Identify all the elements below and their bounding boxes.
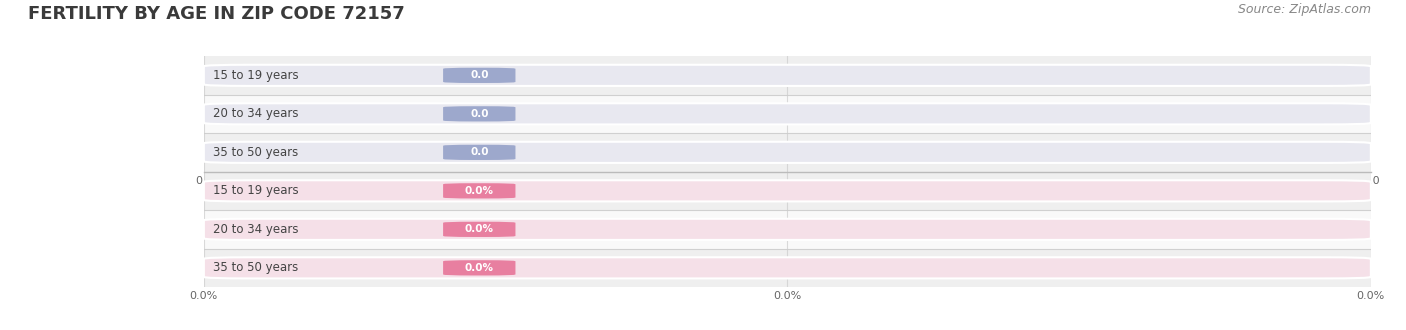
Text: 35 to 50 years: 35 to 50 years <box>214 261 298 274</box>
Text: FERTILITY BY AGE IN ZIP CODE 72157: FERTILITY BY AGE IN ZIP CODE 72157 <box>28 5 405 23</box>
Text: 0.0%: 0.0% <box>465 186 494 196</box>
Bar <box>204 172 1371 210</box>
FancyBboxPatch shape <box>204 219 1371 240</box>
FancyBboxPatch shape <box>204 103 1371 124</box>
Text: 0.0: 0.0 <box>470 70 488 80</box>
Bar <box>204 210 1371 248</box>
FancyBboxPatch shape <box>204 257 1371 279</box>
Bar <box>204 56 1371 95</box>
Text: 35 to 50 years: 35 to 50 years <box>214 146 298 159</box>
FancyBboxPatch shape <box>204 180 1371 201</box>
Text: 20 to 34 years: 20 to 34 years <box>214 223 298 236</box>
FancyBboxPatch shape <box>443 68 516 83</box>
Text: 0.0%: 0.0% <box>465 263 494 273</box>
FancyBboxPatch shape <box>204 142 1371 163</box>
FancyBboxPatch shape <box>443 183 516 198</box>
Text: Source: ZipAtlas.com: Source: ZipAtlas.com <box>1237 4 1371 17</box>
Bar <box>204 248 1371 287</box>
Text: 15 to 19 years: 15 to 19 years <box>214 184 299 197</box>
Text: 0.0: 0.0 <box>470 148 488 157</box>
FancyBboxPatch shape <box>443 260 516 276</box>
FancyBboxPatch shape <box>204 65 1371 86</box>
Text: 15 to 19 years: 15 to 19 years <box>214 69 299 82</box>
Bar <box>204 133 1371 172</box>
FancyBboxPatch shape <box>443 222 516 237</box>
Text: 0.0%: 0.0% <box>465 224 494 234</box>
FancyBboxPatch shape <box>443 145 516 160</box>
Text: 0.0: 0.0 <box>470 109 488 119</box>
FancyBboxPatch shape <box>443 106 516 121</box>
Bar <box>204 95 1371 133</box>
Text: 20 to 34 years: 20 to 34 years <box>214 107 298 120</box>
